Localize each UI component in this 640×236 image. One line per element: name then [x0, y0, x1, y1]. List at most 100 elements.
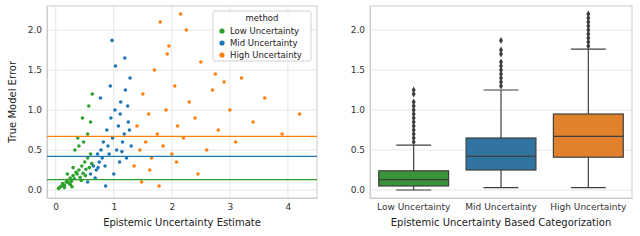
- point: [170, 152, 174, 156]
- point: [121, 140, 125, 144]
- point: [119, 100, 123, 104]
- point: [77, 144, 81, 148]
- tick-label: 1: [111, 202, 117, 212]
- series: [57, 92, 94, 190]
- point: [156, 132, 160, 136]
- tick: 1.5: [28, 65, 47, 75]
- tick-label: High Uncertainty: [550, 202, 627, 212]
- point: [107, 152, 111, 156]
- point: [86, 180, 90, 184]
- outlier: [412, 99, 416, 106]
- point: [75, 172, 79, 176]
- point: [117, 124, 121, 128]
- point: [228, 108, 232, 112]
- tick: 2.0: [351, 25, 370, 35]
- tick: 4: [286, 198, 292, 212]
- point: [158, 20, 162, 24]
- median: [379, 179, 449, 180]
- point: [176, 124, 180, 128]
- grid-line: [370, 30, 632, 31]
- tick: 3: [228, 198, 234, 212]
- cap-low: [571, 187, 606, 188]
- point: [90, 92, 94, 96]
- point: [222, 80, 226, 84]
- box-group: [553, 11, 623, 188]
- tick: High Uncertainty: [550, 198, 627, 212]
- point: [89, 152, 93, 156]
- point: [196, 172, 200, 176]
- point: [84, 174, 88, 178]
- outlier: [499, 37, 503, 44]
- box-panel: 0.00.51.01.52.0Low UncertaintyMid Uncert…: [351, 6, 633, 228]
- point: [199, 60, 203, 64]
- y-grid: [47, 30, 317, 190]
- grid-line: [47, 150, 317, 151]
- scatter-panel: 0.00.51.01.52.001234methodLow Uncertaint…: [7, 6, 318, 228]
- tick: 0.5: [351, 145, 370, 155]
- tick: 0.0: [351, 185, 370, 195]
- point: [96, 166, 100, 170]
- point: [84, 167, 88, 171]
- tick: 0.5: [28, 145, 47, 155]
- point: [193, 116, 197, 120]
- legend-title: method: [246, 13, 279, 23]
- tick: 1: [111, 198, 117, 212]
- point: [105, 128, 109, 132]
- whisker-low: [500, 170, 501, 188]
- point: [161, 144, 165, 148]
- tick-label: 0.5: [351, 145, 365, 155]
- tick-label: 0.5: [28, 145, 42, 155]
- whisker-high: [500, 90, 501, 138]
- point: [120, 150, 124, 154]
- point: [138, 148, 142, 152]
- point: [80, 164, 84, 168]
- x-axis: 0 1 2 3 4: [48, 198, 318, 212]
- point: [71, 174, 75, 178]
- point: [83, 160, 87, 164]
- point: [165, 52, 169, 56]
- tick: 2: [169, 198, 175, 212]
- point: [73, 148, 77, 152]
- point: [148, 168, 152, 172]
- tick: Mid Uncertainty: [465, 198, 537, 212]
- point: [112, 172, 116, 176]
- point: [132, 164, 136, 168]
- point: [78, 175, 82, 179]
- x-axis: Low Uncertainty Mid Uncertainty High Uncer…: [371, 198, 633, 212]
- point: [77, 168, 81, 172]
- point: [251, 120, 255, 124]
- tick-label: 1.5: [28, 65, 42, 75]
- legend-box: [213, 11, 311, 61]
- point: [118, 160, 122, 164]
- point: [147, 112, 151, 116]
- median-line: [47, 179, 317, 180]
- cap-low: [396, 189, 431, 190]
- cap-low: [484, 187, 519, 188]
- point: [118, 112, 122, 116]
- point: [92, 164, 96, 168]
- tick-label: 2: [169, 202, 175, 212]
- y-axis: 0.00.51.01.52.0: [28, 7, 48, 199]
- legend-marker: [219, 40, 224, 45]
- box: [553, 114, 623, 157]
- grid-line: [113, 6, 114, 198]
- point: [173, 84, 177, 88]
- point: [123, 56, 127, 60]
- tick-label: 0: [53, 202, 59, 212]
- point: [81, 116, 85, 120]
- point: [129, 144, 133, 148]
- point: [280, 132, 284, 136]
- point: [110, 39, 114, 43]
- legend-marker: [219, 28, 224, 33]
- grid-line: [55, 6, 56, 198]
- tick-label: Low Uncertainty: [377, 202, 451, 212]
- point: [216, 128, 220, 132]
- grid-line: [171, 6, 172, 198]
- point: [157, 184, 161, 188]
- tick-label: 1.0: [28, 105, 43, 115]
- point: [234, 140, 238, 144]
- grid-line: [47, 70, 317, 71]
- point: [109, 116, 113, 120]
- point: [140, 180, 144, 184]
- tick-label: 1.5: [351, 65, 365, 75]
